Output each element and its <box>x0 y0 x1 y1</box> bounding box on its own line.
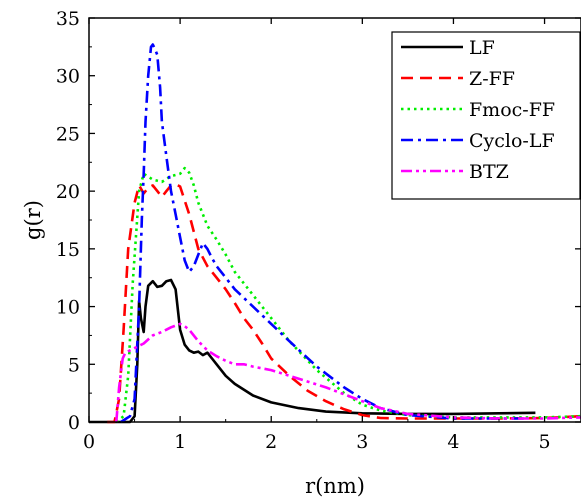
y-tick-label: 10 <box>56 297 80 319</box>
y-tick-label: 15 <box>56 239 80 261</box>
y-axis-label: g(r) <box>21 200 45 240</box>
legend-label-lf: LF <box>469 37 495 59</box>
x-tick-label: 2 <box>265 431 277 453</box>
y-tick-label: 35 <box>56 8 80 30</box>
series-line-lf <box>89 278 536 424</box>
legend-label-btz: BTZ <box>469 161 509 183</box>
x-tick-label: 0 <box>83 431 95 453</box>
legend: LF Z-FF Fmoc-FF Cyclo-LF BTZ <box>391 31 581 200</box>
y-tick-label: 0 <box>68 412 80 434</box>
y-tick-label: 25 <box>56 123 80 145</box>
legend-label-cyclo-lf: Cyclo-LF <box>469 130 555 152</box>
y-tick-label: 5 <box>68 354 80 376</box>
series-line-fmoc-ff <box>115 166 581 424</box>
series-line-z-ff <box>107 182 581 424</box>
x-tick-label: 5 <box>539 431 551 453</box>
x-axis: 0 1 2 3 4 5 <box>83 18 551 453</box>
x-axis-label: r(nm) <box>305 474 365 498</box>
series-layer <box>89 43 581 424</box>
x-tick-label: 1 <box>174 431 186 453</box>
legend-label-fmoc-ff: Fmoc-FF <box>469 99 555 121</box>
x-tick-label: 3 <box>356 431 368 453</box>
y-tick-label: 30 <box>56 66 80 88</box>
y-axis: 0 5 10 15 20 25 30 35 <box>56 8 581 434</box>
x-tick-label: 4 <box>447 431 459 453</box>
y-tick-label: 20 <box>56 181 80 203</box>
legend-label-z-ff: Z-FF <box>469 68 515 90</box>
series-line-btz <box>115 322 581 423</box>
